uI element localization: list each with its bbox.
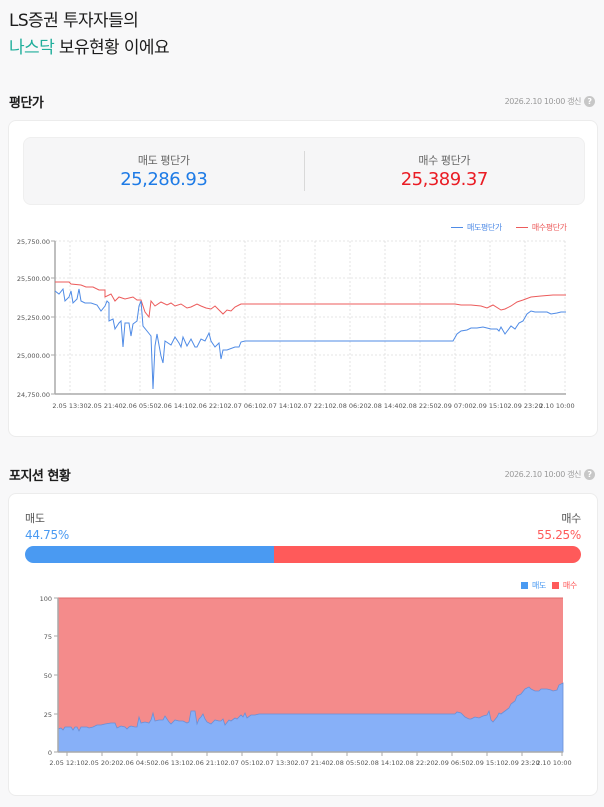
svg-text:2.07 13:30: 2.07 13:30: [259, 759, 294, 767]
svg-text:2.08 05:50: 2.08 05:50: [329, 759, 364, 767]
help-icon[interactable]: ?: [584, 469, 595, 480]
legend-square-icon: [551, 582, 559, 589]
svg-text:2.05 13:30: 2.05 13:30: [52, 402, 87, 410]
legend-label: 매도평단가: [467, 223, 502, 232]
legend-line-icon: [515, 227, 528, 228]
svg-text:75: 75: [44, 633, 52, 641]
buy-avg-box: 매수 평단가 25,389.37: [305, 138, 585, 204]
headline-line-1: LS증권 투자자들의: [9, 11, 139, 31]
position-labels: 매도 44.75% 매수 55.25%: [25, 510, 581, 542]
legend-buy[interactable]: 매수: [551, 580, 577, 591]
svg-text:2.09 23:20: 2.09 23:20: [504, 759, 539, 767]
buy-avg-value: 25,389.37: [400, 169, 489, 190]
svg-text:2.08 06:20: 2.08 06:20: [332, 402, 367, 410]
sell-label: 매도: [25, 512, 45, 525]
svg-text:25,750.00: 25,750.00: [17, 238, 50, 246]
svg-text:2.06 05:50: 2.06 05:50: [122, 402, 157, 410]
x-axis-labels: 2.05 13:30 2.05 21:40 2.06 05:50 2.06 14…: [52, 402, 574, 410]
y-axis-labels: 100 75 50 25 0: [40, 595, 52, 757]
svg-text:2.07 06:10: 2.07 06:10: [227, 402, 262, 410]
legend-label: 매도: [532, 581, 546, 590]
svg-text:25,250.00: 25,250.00: [17, 314, 50, 322]
svg-text:2.05 21:40: 2.05 21:40: [87, 402, 122, 410]
svg-text:2.09 07:00: 2.09 07:00: [437, 402, 472, 410]
svg-text:25,500.00: 25,500.00: [17, 275, 50, 283]
sell-avg-label: 매도 평단가: [137, 154, 190, 167]
position-card: 매도 44.75% 매수 55.25% 매도 매수 100 75: [8, 493, 598, 796]
help-icon[interactable]: ?: [584, 96, 595, 107]
buy-avg-label: 매수 평단가: [418, 154, 471, 167]
svg-text:2.06 04:50: 2.06 04:50: [119, 759, 154, 767]
buy-percent: 55.25%: [537, 528, 581, 542]
svg-text:2.05 20:20: 2.05 20:20: [84, 759, 119, 767]
svg-text:25: 25: [44, 711, 52, 719]
avg-price-chart: 25,750.00 25,500.00 25,250.00 25,000.00 …: [17, 238, 575, 410]
svg-text:2.08 14:40: 2.08 14:40: [367, 402, 402, 410]
svg-text:50: 50: [44, 672, 52, 680]
svg-text:2.10 10:00: 2.10 10:00: [536, 759, 571, 767]
x-axis-labels: 2.05 12:10 2.05 20:20 2.06 04:50 2.06 13…: [49, 759, 571, 767]
sell-area: [57, 682, 564, 753]
svg-text:2.06 21:10: 2.06 21:10: [189, 759, 224, 767]
avg-price-card: 매도 평단가 25,286.93 매수 평단가 25,389.37 매도평단가 …: [8, 120, 598, 437]
svg-text:24,750.00: 24,750.00: [17, 391, 50, 399]
svg-text:2.08 22:50: 2.08 22:50: [402, 402, 437, 410]
svg-text:25,000.00: 25,000.00: [17, 352, 50, 360]
svg-text:2.09 15:10: 2.09 15:10: [469, 759, 504, 767]
avg-price-summary: 매도 평단가 25,286.93 매수 평단가 25,389.37: [23, 137, 585, 205]
avg-chart-legend: 매도평단가 매수평단가: [451, 222, 567, 233]
sell-avg-line: [54, 287, 566, 390]
position-chart-legend: 매도 매수: [521, 580, 577, 591]
legend-buy[interactable]: 매수평단가: [515, 222, 567, 233]
svg-text:2.05 12:10: 2.05 12:10: [49, 759, 84, 767]
buy-position: 매수 55.25%: [537, 510, 581, 542]
svg-text:2.06 22:10: 2.06 22:10: [192, 402, 227, 410]
legend-sell[interactable]: 매도: [521, 580, 546, 591]
sell-percent: 44.75%: [25, 528, 69, 542]
svg-text:2.08 22:20: 2.08 22:20: [399, 759, 434, 767]
headline-rest: 보유현황 이에요: [54, 38, 170, 58]
svg-text:2.07 05:10: 2.07 05:10: [224, 759, 259, 767]
sell-avg-value: 25,286.93: [120, 169, 208, 190]
headline-accent: 나스닥: [9, 38, 55, 58]
svg-text:2.06 14:10: 2.06 14:10: [157, 402, 192, 410]
legend-line-icon: [451, 227, 463, 228]
update-text: 2026.2.10 10:00 갱신: [504, 97, 582, 106]
position-ratio-bar: [25, 546, 581, 563]
buy-avg-line: [55, 281, 566, 319]
svg-text:2.10 10:00: 2.10 10:00: [539, 402, 574, 410]
sell-position: 매도 44.75%: [25, 510, 69, 542]
grid: [55, 240, 566, 394]
svg-text:2.09 06:50: 2.09 06:50: [434, 759, 469, 767]
svg-text:100: 100: [40, 595, 52, 603]
sell-ratio-segment: [25, 546, 274, 563]
legend-square-icon: [521, 582, 528, 589]
headline-line-2: 나스닥 보유현황 이에요: [9, 35, 170, 62]
section-title: 포지션 현황: [9, 469, 71, 484]
divider: [303, 151, 305, 191]
svg-text:2.07 21:40: 2.07 21:40: [294, 759, 329, 767]
sell-avg-box: 매도 평단가 25,286.93: [24, 138, 304, 204]
update-timestamp: 2026.2.10 10:00 갱신 ?: [505, 96, 595, 107]
legend-label: 매수평단가: [531, 223, 567, 232]
buy-label: 매수: [561, 512, 581, 525]
update-text: 2026.2.10 10:00 갱신: [504, 470, 582, 479]
position-header: 포지션 현황 2026.2.10 10:00 갱신 ?: [9, 465, 595, 484]
svg-text:2.08 14:10: 2.08 14:10: [364, 759, 399, 767]
update-timestamp: 2026.2.10 10:00 갱신 ?: [505, 469, 595, 480]
legend-label: 매수: [562, 581, 577, 590]
section-title: 평단가: [9, 96, 44, 111]
svg-text:2.07 14:10: 2.07 14:10: [262, 402, 297, 410]
svg-text:2.09 23:20: 2.09 23:20: [507, 402, 542, 410]
legend-sell[interactable]: 매도평단가: [451, 222, 502, 233]
svg-text:2.06 13:10: 2.06 13:10: [154, 759, 189, 767]
svg-text:2.09 15:10: 2.09 15:10: [472, 402, 507, 410]
buy-ratio-segment: [273, 546, 581, 563]
svg-text:0: 0: [48, 749, 52, 757]
svg-text:2.07 22:10: 2.07 22:10: [297, 402, 332, 410]
avg-price-header: 평단가 2026.2.10 10:00 갱신 ?: [9, 92, 595, 111]
y-axis-labels: 25,750.00 25,500.00 25,250.00 25,000.00 …: [17, 238, 50, 399]
page-headline: LS증권 투자자들의 나스닥 보유현황 이에요: [9, 8, 170, 62]
